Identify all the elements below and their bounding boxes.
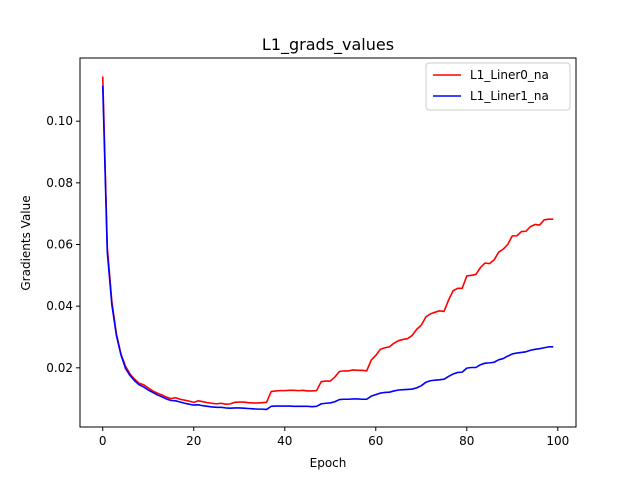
x-tick-label: 60 [368,434,383,448]
x-axis-label: Epoch [310,456,347,470]
series-line-1 [101,85,554,411]
chart-title: L1_grads_values [262,35,394,55]
y-axis-label: Gradients Value [19,195,33,290]
x-tick-label: 80 [459,434,474,448]
x-tick-label: 0 [99,434,107,448]
series-line-0 [101,76,554,405]
x-tick-label: 40 [277,434,292,448]
legend-label-1: L1_Liner1_na [470,89,549,103]
y-tick-label: 0.06 [46,238,73,252]
x-tick-label: 100 [546,434,569,448]
plot-area: 0 20 40 60 80 100 0.02 0.04 0.06 0.08 0.10 [46,57,577,448]
y-tick-label: 0.02 [46,361,73,375]
y-tick-label: 0.04 [46,299,73,313]
legend: L1_Liner0_na L1_Liner1_na [425,62,571,111]
plot-frame [79,57,577,428]
legend-label-0: L1_Liner0_na [470,68,549,82]
legend-box [425,62,571,111]
x-tick-label: 20 [186,434,201,448]
y-tick-label: 0.10 [46,114,73,128]
y-tick-label: 0.08 [46,176,73,190]
